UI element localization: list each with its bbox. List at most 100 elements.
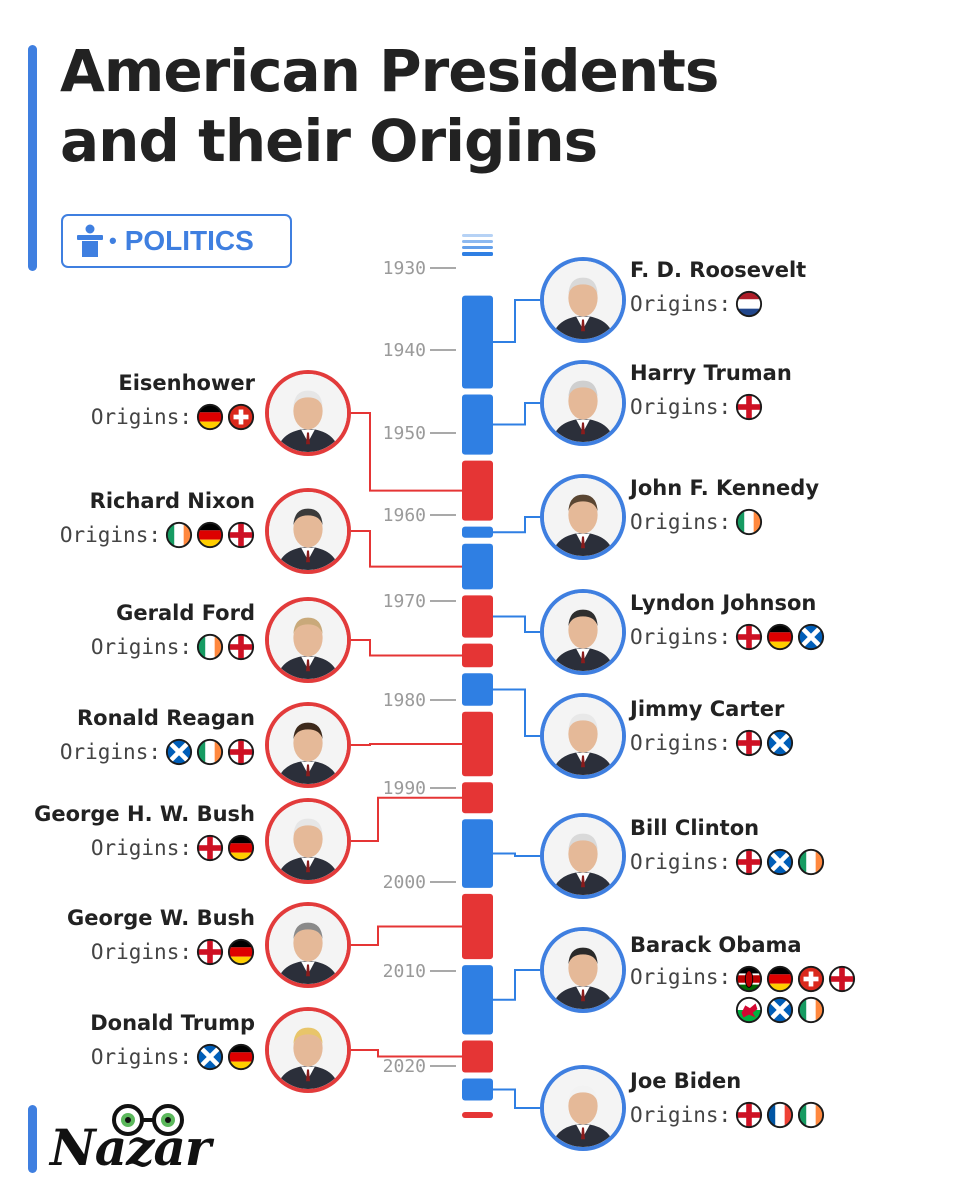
scotland-flag-icon [196, 1043, 224, 1071]
president-name: Donald Trump [90, 1011, 255, 1035]
president-card: George W. Bush Origins: [15, 906, 255, 966]
ireland-flag-icon [798, 996, 825, 1024]
origins-row: Origins: [15, 834, 255, 862]
origins-label: Origins: [630, 625, 732, 649]
portrait-harry-truman [540, 360, 626, 446]
president-portrait-image [544, 364, 622, 442]
president-portrait-image [544, 478, 622, 556]
kenya-flag-icon [736, 965, 763, 993]
england-flag-icon [227, 633, 255, 661]
origins-label: Origins: [59, 523, 161, 547]
netherlands-flag-icon [736, 290, 763, 318]
origins-row: Origins: [15, 1043, 255, 1071]
germany-flag-icon [196, 403, 224, 431]
origins-label: Origins: [90, 836, 192, 860]
ireland-flag-icon [196, 633, 224, 661]
president-name: Harry Truman [630, 361, 792, 385]
portrait-barack-obama [540, 927, 626, 1013]
connector-line [351, 412, 462, 492]
origin-flags [165, 738, 255, 766]
term-segment-republican [462, 893, 493, 960]
tag-separator-dot: • [109, 228, 117, 253]
portrait-bill-clinton [540, 813, 626, 899]
origin-flags [196, 834, 255, 862]
connector-line [493, 615, 540, 633]
president-portrait-image [269, 601, 347, 679]
president-name: Eisenhower [118, 371, 255, 395]
portrait-f-d-roosevelt [540, 257, 626, 343]
president-card: F. D. Roosevelt Origins: [630, 258, 890, 318]
portrait-lyndon-johnson [540, 589, 626, 675]
germany-flag-icon [767, 965, 794, 993]
connector-line [493, 299, 540, 344]
president-name: Bill Clinton [630, 816, 760, 840]
connector-line [351, 639, 462, 657]
term-segment-republican [462, 460, 493, 521]
term-segment-republican [462, 1040, 493, 1073]
origins-row: Origins: [15, 938, 255, 966]
origins-row: Origins: [630, 1101, 890, 1129]
term-segment-democrat [462, 295, 493, 389]
president-card: Richard Nixon Origins: [15, 489, 255, 549]
glasses-eyes-icon [112, 1104, 184, 1136]
president-portrait-image [269, 906, 347, 984]
england-flag-icon [736, 1101, 763, 1129]
origins-label: Origins: [90, 1045, 192, 1069]
connector-line [493, 402, 540, 426]
england-flag-icon [736, 848, 763, 876]
president-name: Barack Obama [630, 933, 802, 957]
title-accent-bar [28, 45, 37, 271]
term-segment-republican [462, 595, 493, 638]
president-portrait-image [269, 706, 347, 784]
origins-row: Origins: [630, 965, 890, 1024]
portrait-richard-nixon [265, 488, 351, 574]
timeline-top-stripe [462, 246, 493, 249]
podium-speaker-icon [77, 224, 103, 257]
ireland-flag-icon [798, 1101, 825, 1129]
origin-flags [196, 633, 255, 661]
connector-line [351, 796, 462, 842]
origins-row: Origins: [630, 393, 890, 421]
president-portrait-image [269, 1011, 347, 1089]
term-segment-democrat [462, 819, 493, 888]
origin-flags [735, 623, 825, 651]
england-flag-icon [736, 729, 763, 757]
year-label: 2000 [383, 872, 426, 893]
president-card: Donald Trump Origins: [15, 1011, 255, 1071]
president-portrait-image [544, 1069, 622, 1147]
tag-label: POLITICS [124, 225, 254, 256]
connector-line [351, 530, 462, 568]
president-portrait-image [544, 261, 622, 339]
term-segment-republican [462, 711, 493, 777]
year-label: 1990 [383, 778, 426, 799]
brand-logo: Nazar [50, 1118, 211, 1177]
timeline-bottom-stub [462, 1112, 493, 1118]
england-flag-icon [736, 393, 763, 421]
connector-line [351, 743, 462, 746]
origin-flags [196, 938, 255, 966]
president-name: Joe Biden [630, 1069, 742, 1093]
wales-flag-icon [736, 996, 763, 1024]
origin-flags [735, 393, 763, 421]
connector-line [493, 969, 540, 1001]
term-segment-democrat [462, 543, 493, 590]
connector-line [493, 1088, 540, 1109]
germany-flag-icon [227, 834, 255, 862]
page-title: American Presidents and their Origins [60, 36, 719, 176]
president-portrait-image [269, 492, 347, 570]
origins-label: Origins: [630, 292, 732, 316]
president-name: John F. Kennedy [630, 476, 820, 500]
ireland-flag-icon [165, 521, 193, 549]
origin-flags [735, 729, 794, 757]
year-label: 2020 [383, 1056, 426, 1077]
ireland-flag-icon [736, 508, 763, 536]
president-card: Ronald Reagan Origins: [15, 706, 255, 766]
germany-flag-icon [227, 1043, 255, 1071]
president-card: John F. Kennedy Origins: [630, 476, 890, 536]
origins-label: Origins: [630, 850, 732, 874]
term-segment-democrat [462, 394, 493, 455]
switzerland-flag-icon [798, 965, 825, 993]
portrait-john-f-kennedy [540, 474, 626, 560]
origins-label: Origins: [90, 940, 192, 964]
